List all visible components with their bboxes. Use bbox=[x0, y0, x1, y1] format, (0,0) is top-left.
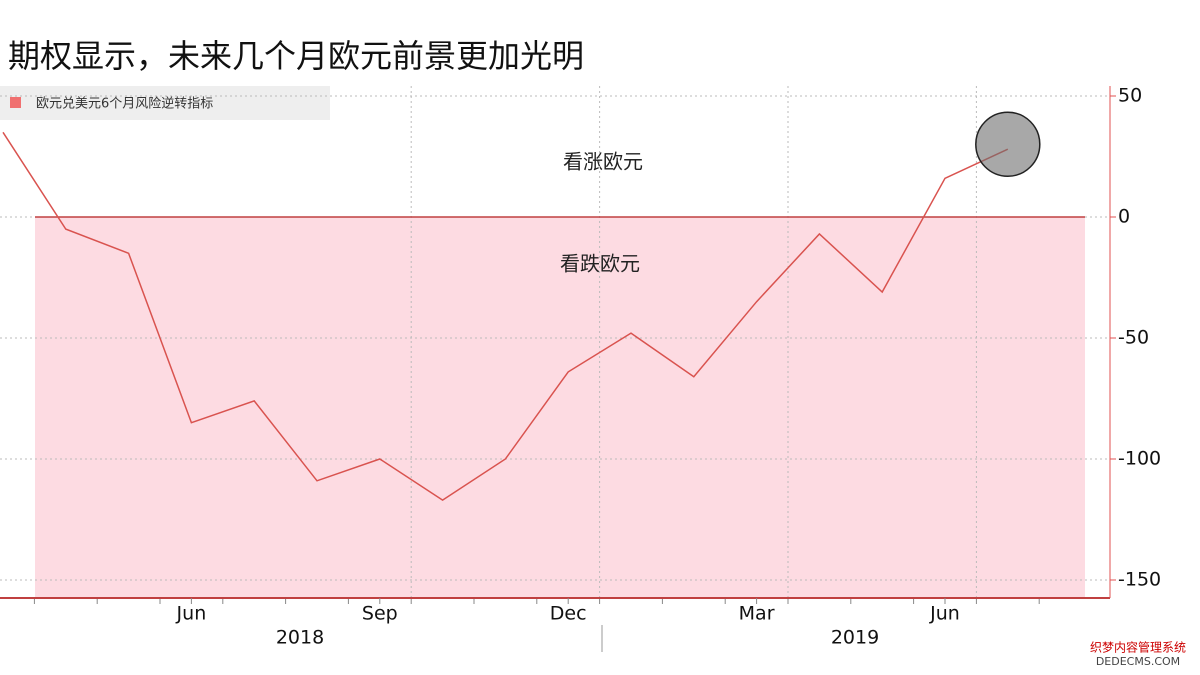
y-tick-label: 50 bbox=[1118, 85, 1142, 107]
legend-swatch bbox=[10, 97, 21, 108]
x-tick-label: Dec bbox=[550, 603, 587, 625]
x-tick-label: Jun bbox=[929, 603, 960, 625]
x-tick-label: Jun bbox=[176, 603, 207, 625]
year-label: 2018 bbox=[276, 627, 324, 649]
y-tick-label: -100 bbox=[1118, 448, 1161, 470]
x-tick-label: Mar bbox=[739, 603, 775, 625]
x-tick-label: Sep bbox=[362, 603, 398, 625]
legend-box bbox=[0, 86, 330, 120]
series-line bbox=[2, 131, 1009, 502]
y-tick-label: 0 bbox=[1118, 206, 1130, 228]
watermark: 织梦内容管理系统 bbox=[1090, 640, 1186, 655]
bearish-zone bbox=[35, 217, 1085, 598]
chart-title: 期权显示，未来几个月欧元前景更加光明 bbox=[8, 37, 584, 75]
highlight-circle bbox=[975, 111, 1041, 177]
year-label: 2019 bbox=[831, 627, 879, 649]
legend-label: 欧元兑美元6个月风险逆转指标 bbox=[36, 96, 213, 112]
y-tick-label: -150 bbox=[1118, 569, 1161, 591]
annotation: 看涨欧元 bbox=[563, 150, 643, 174]
y-tick-label: -50 bbox=[1118, 327, 1149, 349]
watermark: DEDECMS.COM bbox=[1096, 655, 1180, 668]
